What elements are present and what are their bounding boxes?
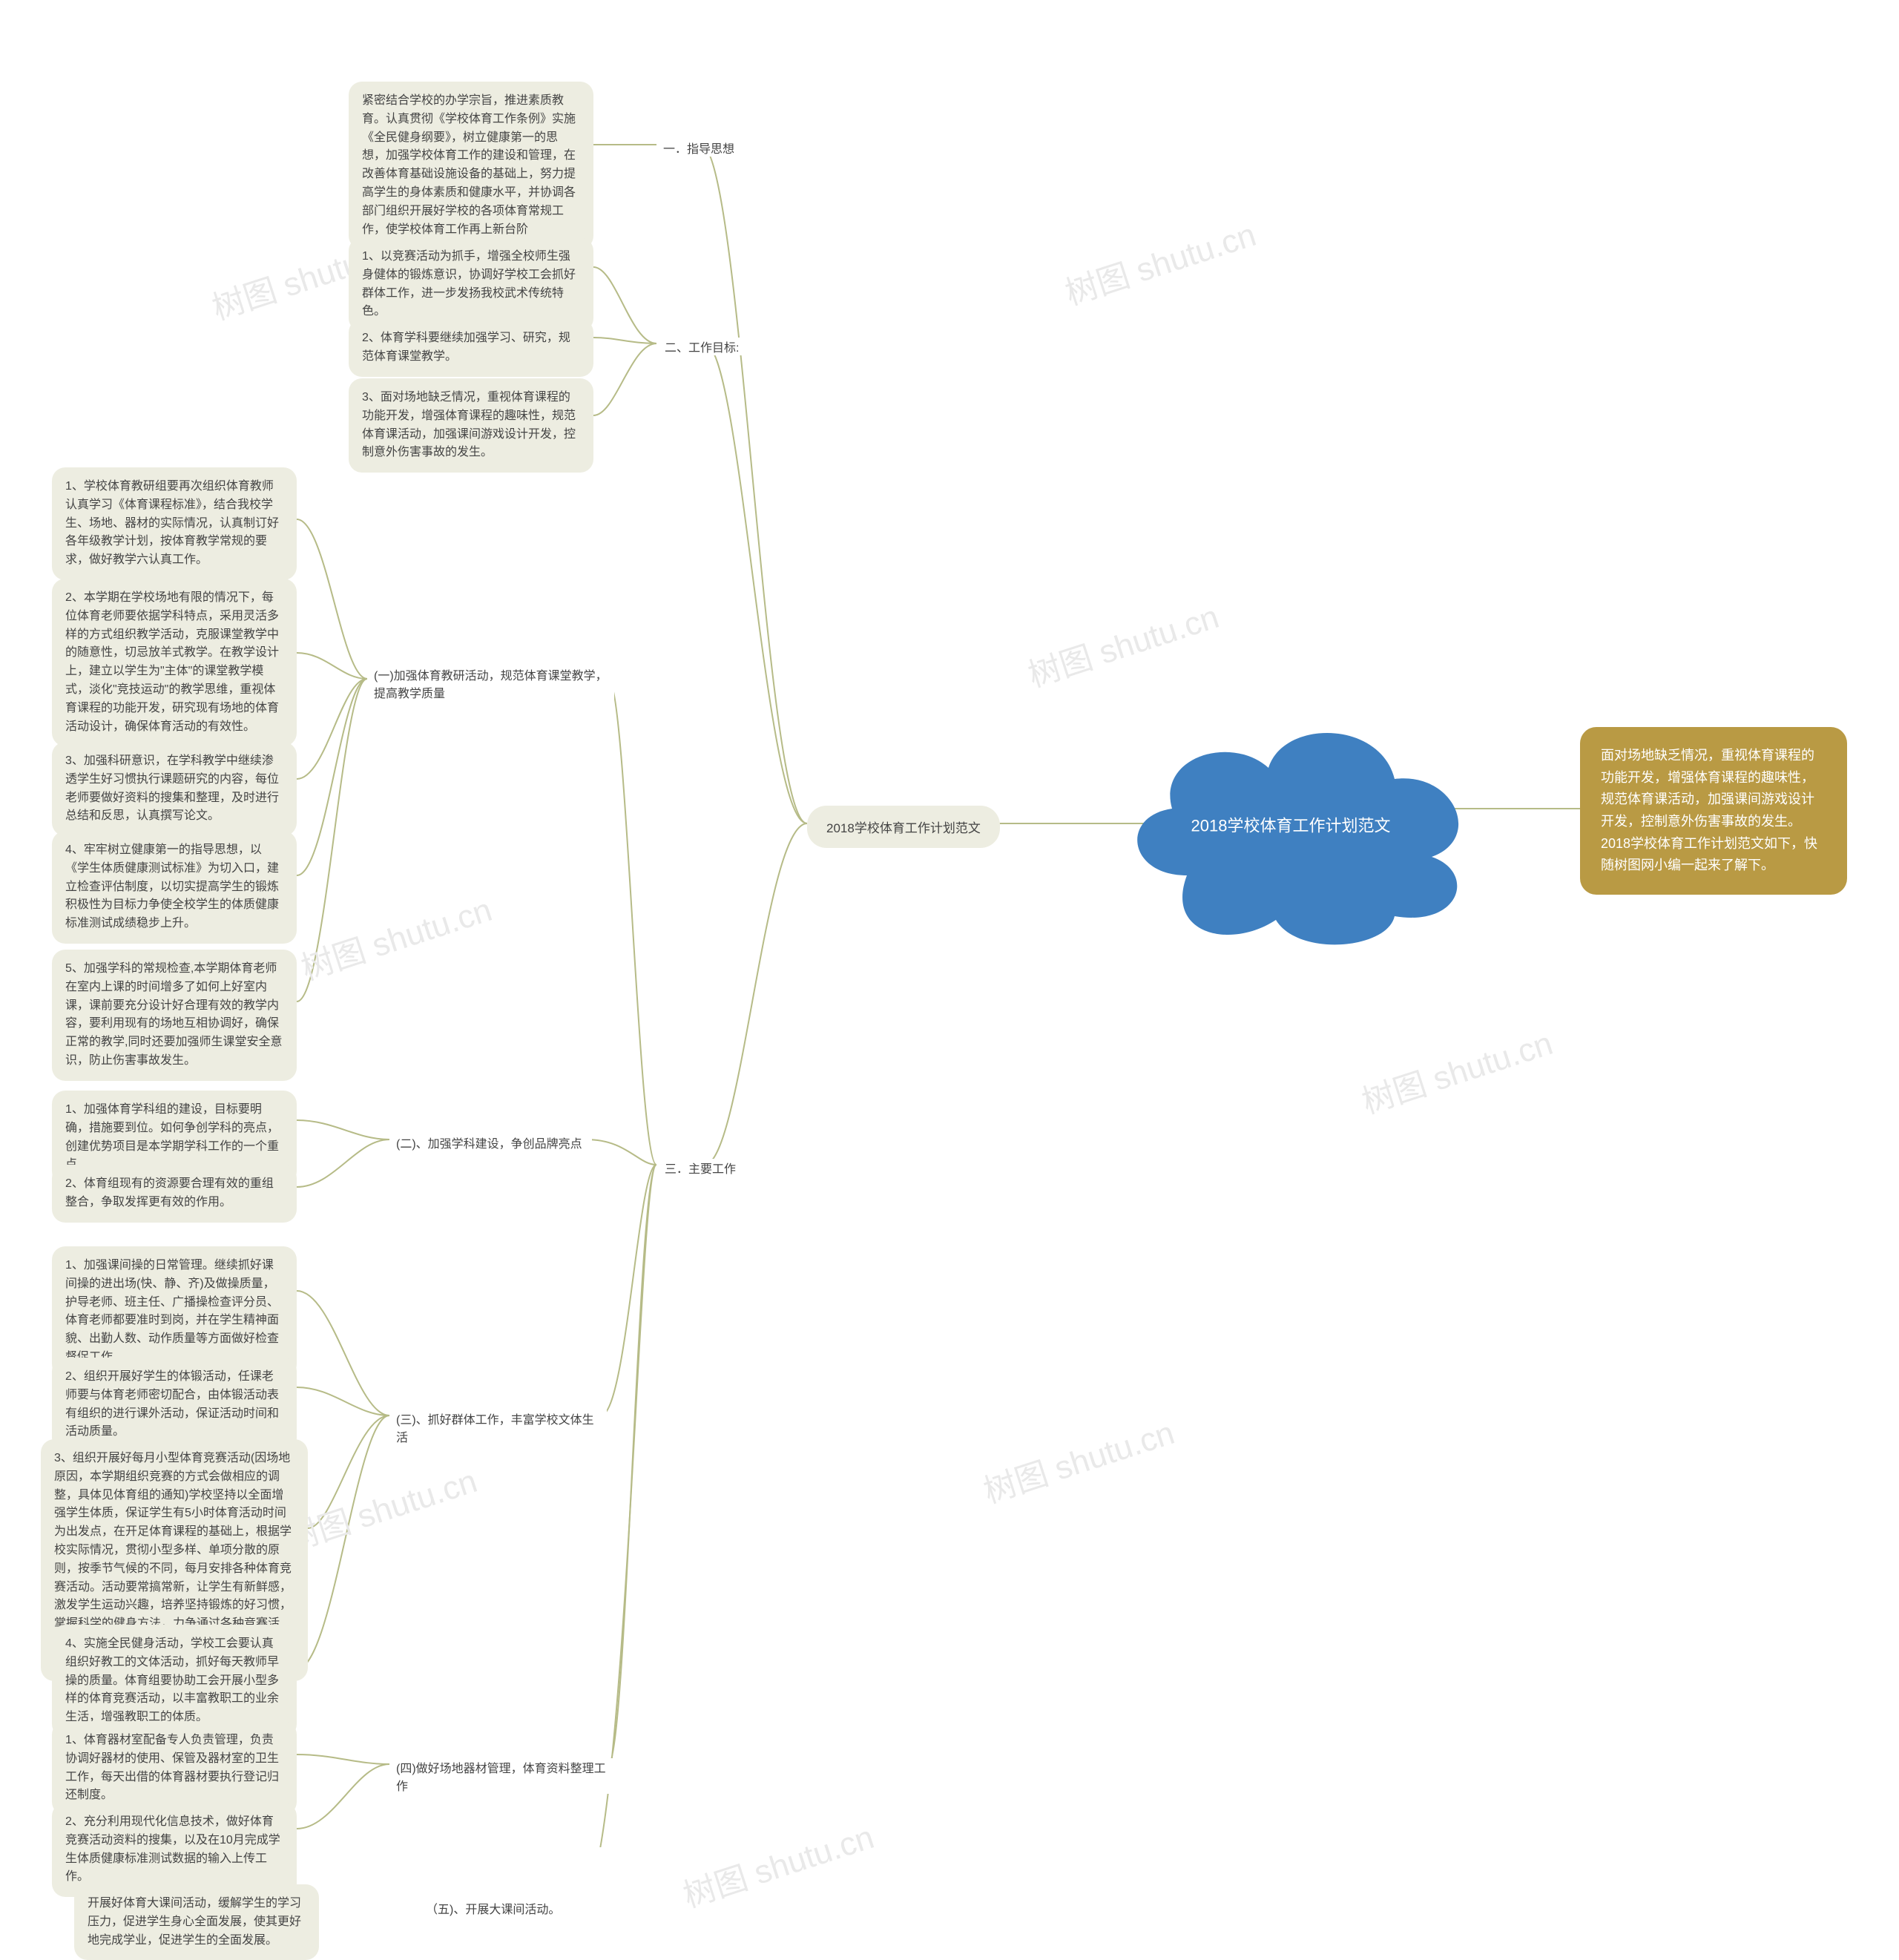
- leaf: 2、组织开展好学生的体锻活动，任课老师要与体育老师密切配合，由体锻活动表有组织的…: [52, 1358, 297, 1452]
- center-cloud: 2018学校体育工作计划范文: [1098, 697, 1484, 950]
- leaf: 2、本学期在学校场地有限的情况下，每位体育老师要依据学科特点，采用灵活多样的方式…: [52, 579, 297, 746]
- leaf: 2、体育组现有的资源要合理有效的重组整合，争取发挥更有效的作用。: [52, 1165, 297, 1223]
- watermark: 树图 shutu.cn: [1021, 590, 1224, 696]
- leaf: 5、加强学科的常规检查,本学期体育老师在室内上课的时间增多了如何上好室内课，课前…: [52, 950, 297, 1081]
- leaf: 1、学校体育教研组要再次组织体育教师认真学习《体育课程标准》，结合我校学生、场地…: [52, 467, 297, 580]
- leaf: 紧密结合学校的办学宗旨，推进素质教育。认真贯彻《学校体育工作条例》实施《全民健身…: [349, 82, 593, 249]
- watermark: 树图 shutu.cn: [280, 1454, 482, 1560]
- branch-s2: 二、工作目标:: [662, 338, 742, 355]
- branch-s3c: (三)、抓好群体工作，丰富学校文体生活: [393, 1410, 607, 1445]
- watermark: 树图 shutu.cn: [294, 883, 497, 989]
- summary-box: 面对场地缺乏情况，重视体育课程的功能开发，增强体育课程的趣味性，规范体育课活动，…: [1580, 727, 1847, 895]
- branch-s3a: (一)加强体育教研活动，规范体育课堂教学，提高教学质量: [371, 665, 614, 701]
- root-node: 2018学校体育工作计划范文: [807, 806, 1000, 848]
- cloud-title: 2018学校体育工作计划范文: [1175, 813, 1406, 838]
- leaf: 1、体育器材室配备专人负责管理，负责协调好器材的使用、保管及器材室的卫生工作，每…: [52, 1721, 297, 1815]
- branch-s3b: (二)、加强学科建设，争创品牌亮点: [393, 1134, 592, 1151]
- branch-s3: 三．主要工作: [662, 1159, 739, 1177]
- leaf: 4、牢牢树立健康第一的指导思想，以《学生体质健康测试标准》为切入口，建立检查评估…: [52, 831, 297, 944]
- watermark: 树图 shutu.cn: [1059, 208, 1261, 314]
- leaf: 2、体育学科要继续加强学习、研究，规范体育课堂教学。: [349, 319, 593, 377]
- branch-s3e: （五)、开展大课间活动。: [423, 1899, 585, 1917]
- watermark: 树图 shutu.cn: [677, 1810, 879, 1916]
- leaf: 3、面对场地缺乏情况，重视体育课程的功能开发，增强体育课程的趣味性，规范体育课活…: [349, 378, 593, 473]
- leaf: 3、加强科研意识，在学科教学中继续渗透学生好习惯执行课题研究的内容，每位老师要做…: [52, 742, 297, 836]
- watermark: 树图 shutu.cn: [1355, 1016, 1558, 1122]
- leaf: 开展好体育大课间活动，缓解学生的学习压力，促进学生身心全面发展，使其更好地完成学…: [74, 1884, 319, 1960]
- branch-s1: 一．指导思想: [660, 139, 737, 157]
- leaf: 1、以竞赛活动为抓手，增强全校师生强身健体的锻炼意识，协调好学校工会抓好群体工作…: [349, 237, 593, 332]
- branch-s3d: (四)做好场地器材管理，体育资料整理工作: [393, 1758, 614, 1794]
- leaf: 2、充分利用现代化信息技术，做好体育竞赛活动资料的搜集，以及在10月完成学生体质…: [52, 1803, 297, 1897]
- watermark: 树图 shutu.cn: [977, 1406, 1179, 1512]
